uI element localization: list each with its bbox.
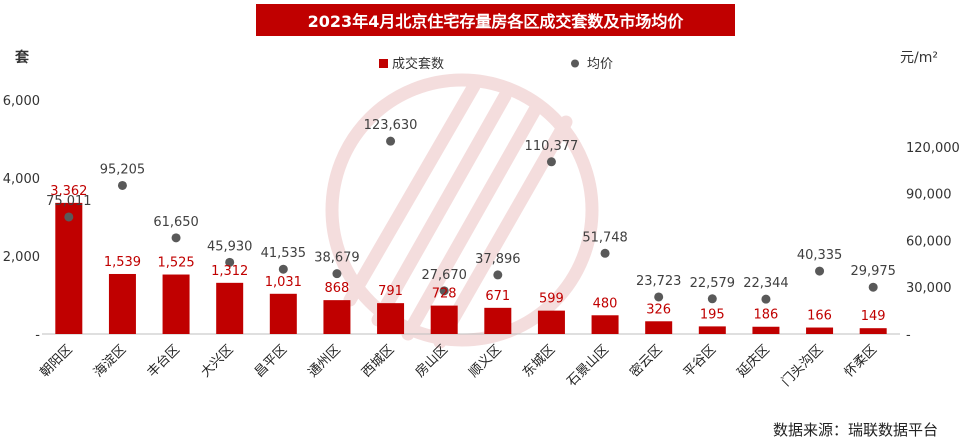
left-axis-unit: 套 — [15, 49, 29, 66]
price-value-label: 22,344 — [743, 276, 789, 291]
bar-value-label: 195 — [700, 307, 725, 322]
category-label: 东城区 — [520, 342, 558, 380]
price-value-label: 22,579 — [690, 276, 736, 291]
bar-value-label: 868 — [325, 281, 350, 296]
price-value-label: 75,011 — [46, 194, 92, 209]
price-point-12 — [654, 292, 664, 302]
price-point-13 — [707, 294, 717, 304]
bar-2 — [108, 273, 136, 334]
legend-bar-label: 成交套数 — [392, 56, 444, 72]
bar-14 — [752, 326, 780, 334]
bar-value-label: 166 — [807, 309, 832, 324]
right-tick-label: 60,000 — [906, 234, 952, 249]
bar-9 — [484, 307, 512, 334]
price-point-15 — [815, 266, 825, 276]
category-label: 密云区 — [627, 342, 666, 381]
bar-value-label: 480 — [593, 296, 618, 311]
price-point-11 — [600, 248, 610, 258]
data-source-note: 数据来源：瑞联数据平台 — [772, 421, 938, 439]
bar-1 — [55, 202, 83, 334]
bar-value-label: 671 — [485, 289, 510, 304]
price-point-3 — [171, 233, 181, 243]
bar-8 — [430, 305, 458, 334]
price-value-label: 27,670 — [421, 268, 467, 283]
bar-value-label: 1,525 — [157, 256, 194, 271]
bar-value-label: 791 — [378, 284, 403, 299]
price-point-8 — [439, 286, 449, 296]
price-value-label: 37,896 — [475, 252, 521, 267]
bar-value-label: 1,312 — [211, 264, 248, 279]
price-value-label: 45,930 — [207, 239, 253, 254]
bar-value-label: 149 — [861, 309, 886, 324]
bar-10 — [537, 310, 565, 334]
category-label: 房山区 — [412, 342, 451, 381]
right-tick-label: 30,000 — [906, 281, 952, 296]
bar-13 — [698, 326, 726, 334]
price-value-label: 29,975 — [850, 264, 896, 279]
right-tick-label: 90,000 — [906, 188, 952, 203]
category-label: 大兴区 — [198, 342, 236, 380]
price-value-label: 51,748 — [582, 230, 628, 245]
price-value-label: 61,650 — [153, 215, 199, 230]
bar-value-label: 728 — [432, 287, 457, 302]
right-tick-label: - — [906, 328, 911, 343]
bar-12 — [645, 321, 673, 334]
bar-value-label: 1,031 — [265, 275, 302, 290]
price-point-9 — [493, 270, 503, 280]
category-label: 顺义区 — [466, 342, 504, 380]
left-tick-label: 2,000 — [3, 250, 40, 265]
bar-4 — [216, 282, 244, 334]
bar-value-label: 599 — [539, 292, 564, 307]
price-point-4 — [225, 257, 235, 267]
right-axis-unit: 元/m² — [900, 50, 938, 66]
price-point-6 — [332, 269, 342, 279]
price-value-label: 41,535 — [261, 246, 307, 261]
bar-value-label: 3,362 — [50, 184, 87, 199]
category-label: 朝阳区 — [37, 342, 75, 380]
price-point-14 — [761, 294, 771, 304]
category-label: 海淀区 — [91, 342, 129, 380]
category-label: 门头沟区 — [779, 342, 826, 389]
bar-15 — [806, 327, 834, 334]
legend-point-swatch — [571, 59, 579, 68]
chart-title: 2023年4月北京住宅存量房各区成交套数及市场均价 — [256, 4, 735, 36]
category-label: 怀柔区 — [842, 342, 880, 380]
bar-7 — [377, 303, 405, 334]
watermark-logo — [325, 73, 599, 349]
bar-3 — [162, 274, 190, 334]
left-tick-label: 4,000 — [3, 172, 40, 187]
left-tick-label: - — [35, 328, 40, 343]
price-point-2 — [117, 180, 127, 190]
category-label: 平谷区 — [681, 342, 719, 380]
category-label: 石景山区 — [565, 342, 612, 389]
bar-value-label: 326 — [646, 302, 671, 317]
price-point-16 — [868, 282, 878, 292]
price-value-label: 123,630 — [364, 118, 418, 133]
left-tick-label: 6,000 — [3, 94, 40, 109]
bar-11 — [591, 315, 619, 334]
price-point-1 — [64, 212, 74, 222]
category-label: 延庆区 — [735, 342, 773, 380]
price-value-label: 110,377 — [525, 139, 579, 154]
bar-value-label: 186 — [754, 308, 779, 323]
bar-value-label: 1,539 — [104, 255, 141, 270]
category-label: 昌平区 — [252, 342, 290, 380]
price-value-label: 95,205 — [100, 162, 146, 177]
price-value-label: 38,679 — [314, 251, 360, 266]
price-value-label: 23,723 — [636, 274, 682, 289]
category-label: 丰台区 — [145, 342, 183, 380]
legend-bar-swatch — [379, 59, 388, 68]
price-point-7 — [386, 136, 396, 146]
price-point-10 — [546, 157, 556, 167]
bar-5 — [269, 293, 297, 334]
price-point-5 — [278, 264, 288, 274]
category-label: 西城区 — [359, 342, 397, 380]
category-label: 通州区 — [306, 342, 344, 380]
right-tick-label: 120,000 — [906, 141, 960, 156]
price-value-label: 40,335 — [797, 248, 843, 263]
bar-6 — [323, 300, 351, 334]
legend-point-label: 均价 — [587, 57, 613, 72]
bar-16 — [859, 328, 887, 334]
